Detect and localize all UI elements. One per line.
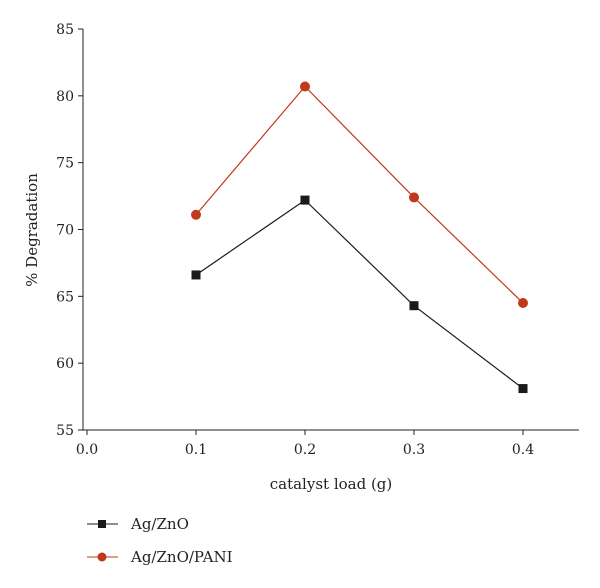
x-tick-label: 0.2	[294, 442, 316, 458]
legend-label-ag-zno-pani: Ag/ZnO/PANI	[130, 548, 233, 566]
y-tick-label: 65	[56, 289, 74, 305]
y-tick-label: 60	[56, 356, 74, 372]
y-tick-label: 80	[56, 89, 74, 105]
y-tick-label: 55	[56, 423, 74, 439]
x-tick-label: 0.4	[512, 442, 534, 458]
legend-item-ag-zno-pani: Ag/ZnO/PANI	[87, 548, 233, 566]
legend-marker-circle	[97, 552, 107, 562]
y-tick-label: 70	[56, 223, 74, 239]
data-point-ag-zno	[191, 270, 201, 280]
y-tick-label: 85	[56, 22, 74, 38]
x-ticks: 0.0 0.1 0.2 0.3 0.4	[76, 430, 534, 458]
data-point-ag-zno	[300, 195, 310, 205]
data-point-ag-zno-pani	[518, 298, 528, 309]
series-line-ag-zno-pani	[195, 85, 524, 304]
data-point-ag-zno-pani	[191, 209, 201, 220]
x-tick-label: 0.0	[76, 442, 98, 458]
y-axis-label: % Degradation	[23, 173, 41, 287]
axes	[82, 29, 579, 431]
x-tick-label: 0.1	[185, 442, 207, 458]
legend-item-ag-zno: Ag/ZnO	[87, 515, 189, 533]
legend-marker-square	[98, 520, 106, 528]
data-point-ag-zno	[409, 301, 419, 311]
legend-label-ag-zno: Ag/ZnO	[130, 515, 189, 533]
series-line-ag-zno	[195, 199, 524, 390]
data-point-ag-zno	[518, 384, 528, 394]
y-ticks: 55 60 65 70 75 80 85	[56, 22, 83, 439]
y-tick-label: 75	[56, 156, 74, 172]
data-point-ag-zno-pani	[409, 192, 419, 203]
series-layer	[191, 81, 528, 394]
x-axis-label: catalyst load (g)	[270, 475, 393, 493]
legend: Ag/ZnO Ag/ZnO/PANI	[87, 515, 233, 566]
x-tick-label: 0.3	[403, 442, 425, 458]
data-point-ag-zno-pani	[300, 81, 310, 92]
